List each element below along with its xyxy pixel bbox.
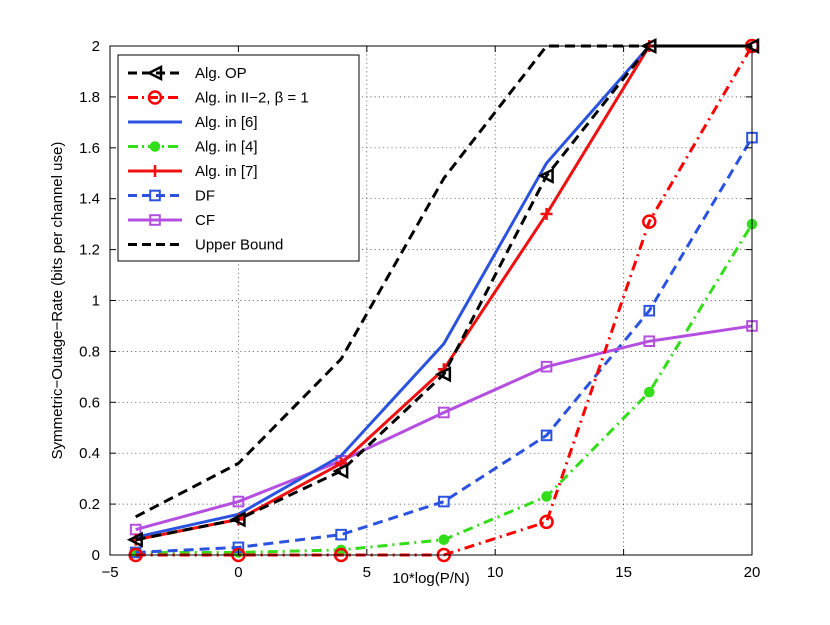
y-tick-label: 1.4: [79, 191, 100, 208]
y-tick-label: 1: [92, 293, 100, 310]
legend-entry: Alg. in [6]: [128, 114, 258, 131]
x-tick-label: 0: [234, 564, 242, 581]
marker-triangle: [146, 64, 163, 82]
series-line: [135, 44, 752, 542]
y-tick-label: 0.6: [79, 394, 100, 411]
x-tick-label: 10: [487, 564, 504, 581]
legend-label: Alg. in [6]: [195, 114, 258, 131]
marker-square: [232, 495, 245, 508]
y-tick-label: 0: [92, 547, 100, 564]
marker-circle: [642, 214, 657, 229]
marker-square: [438, 495, 450, 508]
marker-square: [643, 335, 656, 348]
marker-dot: [643, 386, 655, 398]
y-tick-label: 2: [92, 38, 100, 55]
marker-square: [438, 406, 450, 419]
marker-square: [149, 189, 161, 202]
y-tick-label: 1.6: [79, 140, 100, 157]
y-tick-label: 1.8: [79, 89, 100, 106]
legend-label: Alg. in [7]: [195, 163, 258, 180]
legend-label: DF: [195, 188, 215, 205]
legend-entry: Alg. in [4]: [128, 139, 258, 156]
series-alg-in-6: [135, 45, 651, 539]
legend-entry: Alg. OP: [128, 64, 247, 82]
marker-square: [540, 429, 553, 442]
series-line: [135, 45, 651, 539]
legend-entry: Alg. in [7]: [128, 163, 258, 180]
y-tick-label: 0.2: [79, 496, 100, 513]
x-tick-label: 20: [744, 564, 761, 581]
legend-label: CF: [195, 212, 215, 229]
legend-entry: Upper Bound: [128, 237, 283, 254]
marker-circle: [147, 90, 163, 105]
legend-label: Alg. OP: [195, 65, 247, 82]
x-tick-label: 5: [363, 564, 371, 581]
marker-square: [149, 214, 161, 226]
marker-triangle: [537, 167, 554, 184]
y-axis-label: Symmetric−Outage−Rate (bits per channel …: [49, 142, 66, 460]
marker-triangle: [229, 511, 246, 528]
marker-square: [540, 360, 553, 373]
marker-dot: [438, 534, 450, 546]
y-tick-label: 1.2: [79, 242, 100, 259]
series-line: [135, 136, 754, 554]
marker-circle: [539, 514, 554, 530]
y-tick-label: 0.4: [79, 445, 100, 462]
y-tick-label: 0.8: [79, 343, 100, 360]
x-tick-label: −5: [101, 564, 118, 581]
series-alg-op: [126, 37, 760, 548]
marker-square: [643, 304, 656, 317]
legend-label: Upper Bound: [195, 237, 283, 254]
marker-triangle: [332, 462, 349, 480]
marker-triangle: [435, 366, 452, 383]
x-axis-label: 10*log(P/N): [392, 570, 470, 587]
x-tick-label: 15: [615, 564, 632, 581]
marker-dot: [541, 491, 552, 502]
marker-square: [335, 528, 347, 541]
legend-label: Alg. in II−2, β = 1: [195, 90, 309, 107]
marker-dot: [149, 141, 161, 152]
marker-triangle: [126, 531, 143, 548]
legend-entry: DF: [128, 188, 215, 205]
legend-entry: CF: [128, 212, 215, 229]
legend-box: [117, 54, 360, 262]
legend: Alg. OP Alg. in II−2, β = 1 Alg. in [6] Alg…: [117, 54, 360, 262]
series-line: [135, 324, 753, 531]
legend-label: Alg. in [4]: [195, 139, 258, 156]
legend-entry: Alg. in II−2, β = 1: [128, 90, 309, 107]
